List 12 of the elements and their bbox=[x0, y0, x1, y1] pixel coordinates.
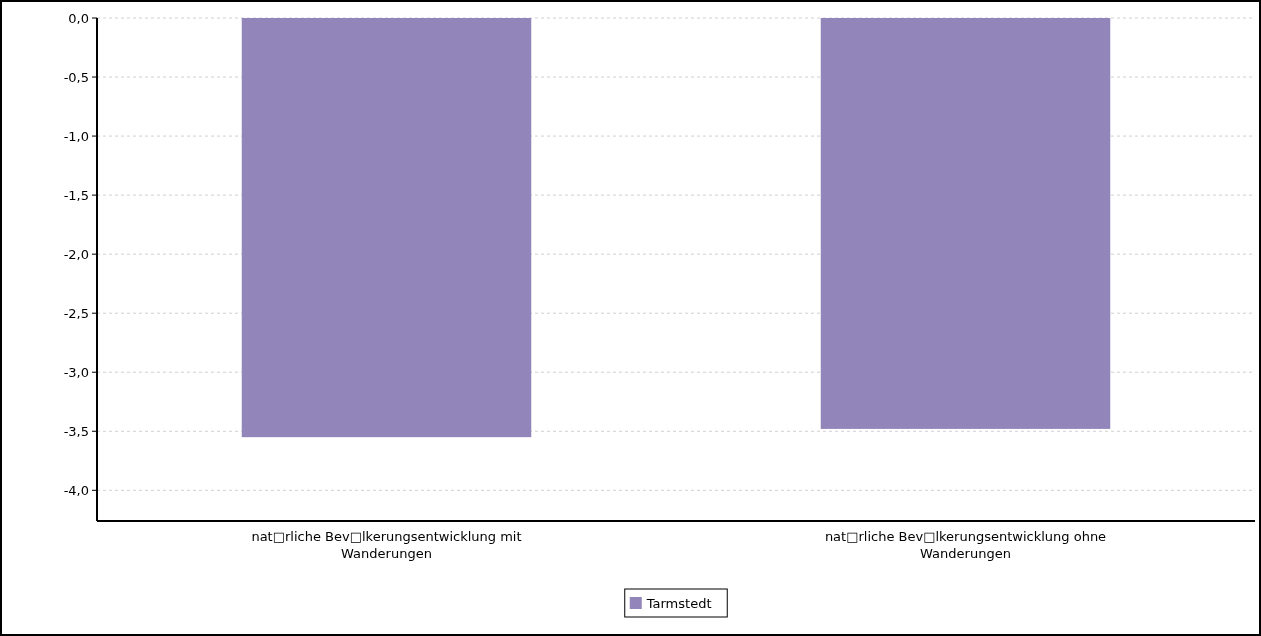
y-tick-label: 0,0 bbox=[68, 10, 89, 26]
x-tick-label: nat□rliche Bev□lkerungsentwicklung mit Wanderungen bbox=[251, 529, 522, 561]
y-tick-label: -1,5 bbox=[63, 187, 89, 203]
y-tick-label: -3,5 bbox=[63, 423, 89, 439]
y-tick-label: -2,0 bbox=[63, 246, 89, 262]
y-tick-label: -4,0 bbox=[63, 482, 89, 498]
x-tick-label: nat□rliche Bev□lkerungsentwicklung ohne Wanderungen bbox=[824, 529, 1107, 561]
y-tick-label: -2,5 bbox=[63, 305, 89, 321]
y-tick-label: -3,0 bbox=[63, 364, 89, 380]
legend-label: Tarmstedt bbox=[645, 595, 712, 611]
y-tick-label: -0,5 bbox=[63, 69, 89, 85]
y-tick-label: -1,0 bbox=[63, 128, 89, 144]
